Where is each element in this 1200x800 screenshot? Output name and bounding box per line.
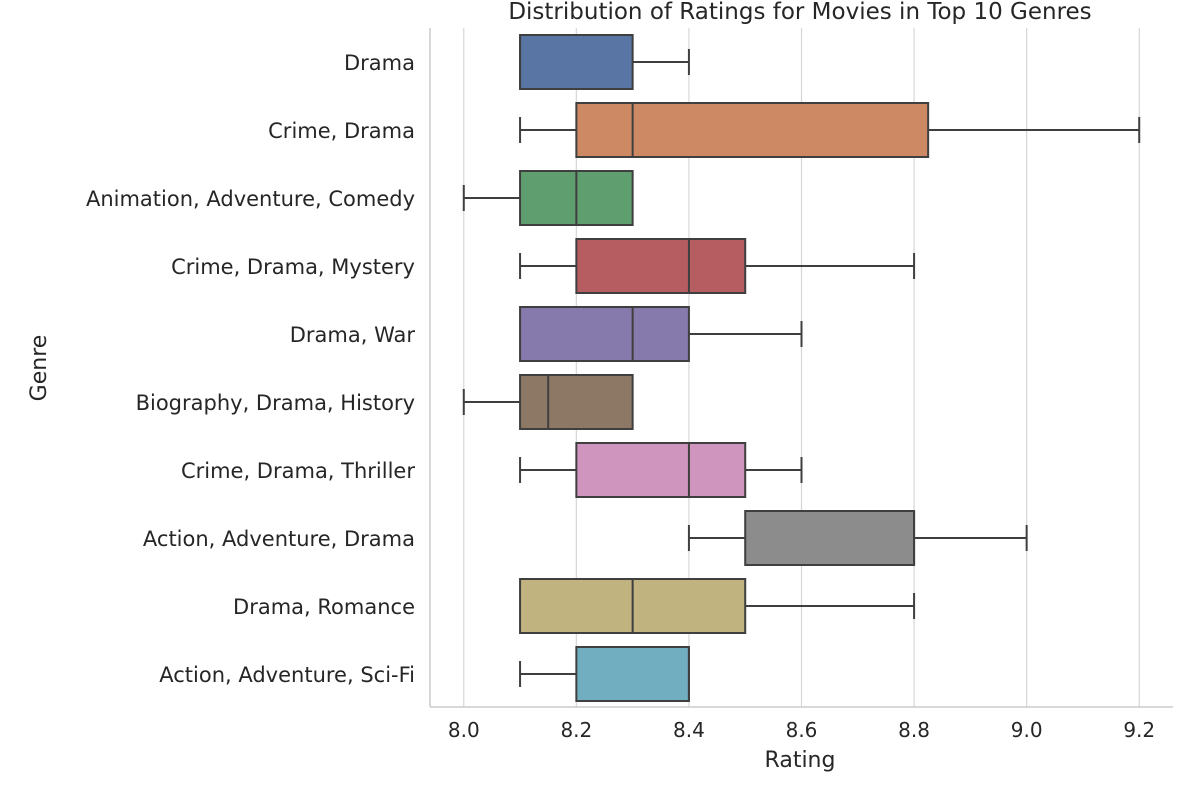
box-group <box>519 646 690 702</box>
box-iqr <box>519 34 634 90</box>
category-label: Action, Adventure, Drama <box>143 527 415 551</box>
box-iqr <box>575 238 747 294</box>
chart-title: Distribution of Ratings for Movies in To… <box>508 0 1091 25</box>
x-tick-layer: 8.0 8.2 8.4 8.6 8.8 9.0 9.2 <box>448 718 1155 742</box>
box-layer <box>462 34 1141 702</box>
category-label: Drama, Romance <box>233 595 415 619</box>
x-axis-label: Rating <box>765 748 836 773</box>
x-tick-label: 8.2 <box>560 718 592 742</box>
x-tick-label: 9.2 <box>1123 718 1155 742</box>
box-iqr <box>575 442 747 498</box>
category-label: Crime, Drama, Mystery <box>171 255 415 279</box>
box-group <box>519 578 916 634</box>
category-label: Crime, Drama, Thriller <box>181 459 415 483</box>
x-tick-label: 9.0 <box>1011 718 1043 742</box>
box-group <box>519 34 690 90</box>
category-label: Drama, War <box>290 323 416 347</box>
category-label: Biography, Drama, History <box>136 391 415 415</box>
x-tick-label: 8.0 <box>448 718 480 742</box>
x-tick-label: 8.8 <box>898 718 930 742</box>
box-iqr <box>519 374 634 430</box>
box-iqr <box>744 510 916 566</box>
box-group <box>462 170 634 226</box>
category-label-layer: Drama Crime, Drama Animation, Adventure, C… <box>86 51 415 687</box>
category-label: Drama <box>344 51 415 75</box>
category-label: Animation, Adventure, Comedy <box>86 187 415 211</box>
box-group <box>462 374 634 430</box>
category-label: Crime, Drama <box>268 119 415 143</box>
box-iqr <box>575 102 930 158</box>
box-group <box>519 306 803 362</box>
box-group <box>519 102 1141 158</box>
spine-layer <box>429 28 1173 708</box>
y-axis-label: Genre <box>27 335 52 402</box>
box-group <box>519 238 916 294</box>
x-tick-label: 8.6 <box>786 718 818 742</box>
box-group <box>519 442 803 498</box>
x-tick-label: 8.4 <box>673 718 705 742</box>
box-iqr <box>575 646 690 702</box>
box-group <box>687 510 1028 566</box>
box-iqr <box>519 306 690 362</box>
category-label: Action, Adventure, Sci-Fi <box>159 663 415 687</box>
